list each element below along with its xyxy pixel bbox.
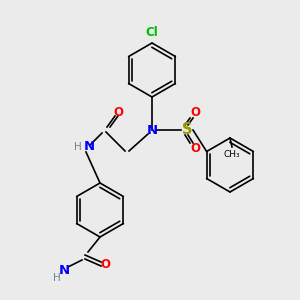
Text: N: N [84,140,95,154]
Text: H: H [74,142,82,152]
Text: H: H [53,273,61,283]
Text: S: S [182,122,192,137]
Text: O: O [190,106,200,119]
Text: Cl: Cl [146,26,158,40]
Text: CH₃: CH₃ [224,150,240,159]
Text: O: O [100,259,110,272]
Text: N: N [58,263,70,277]
Text: O: O [190,142,200,154]
Text: O: O [113,106,123,118]
Text: N: N [146,124,158,136]
